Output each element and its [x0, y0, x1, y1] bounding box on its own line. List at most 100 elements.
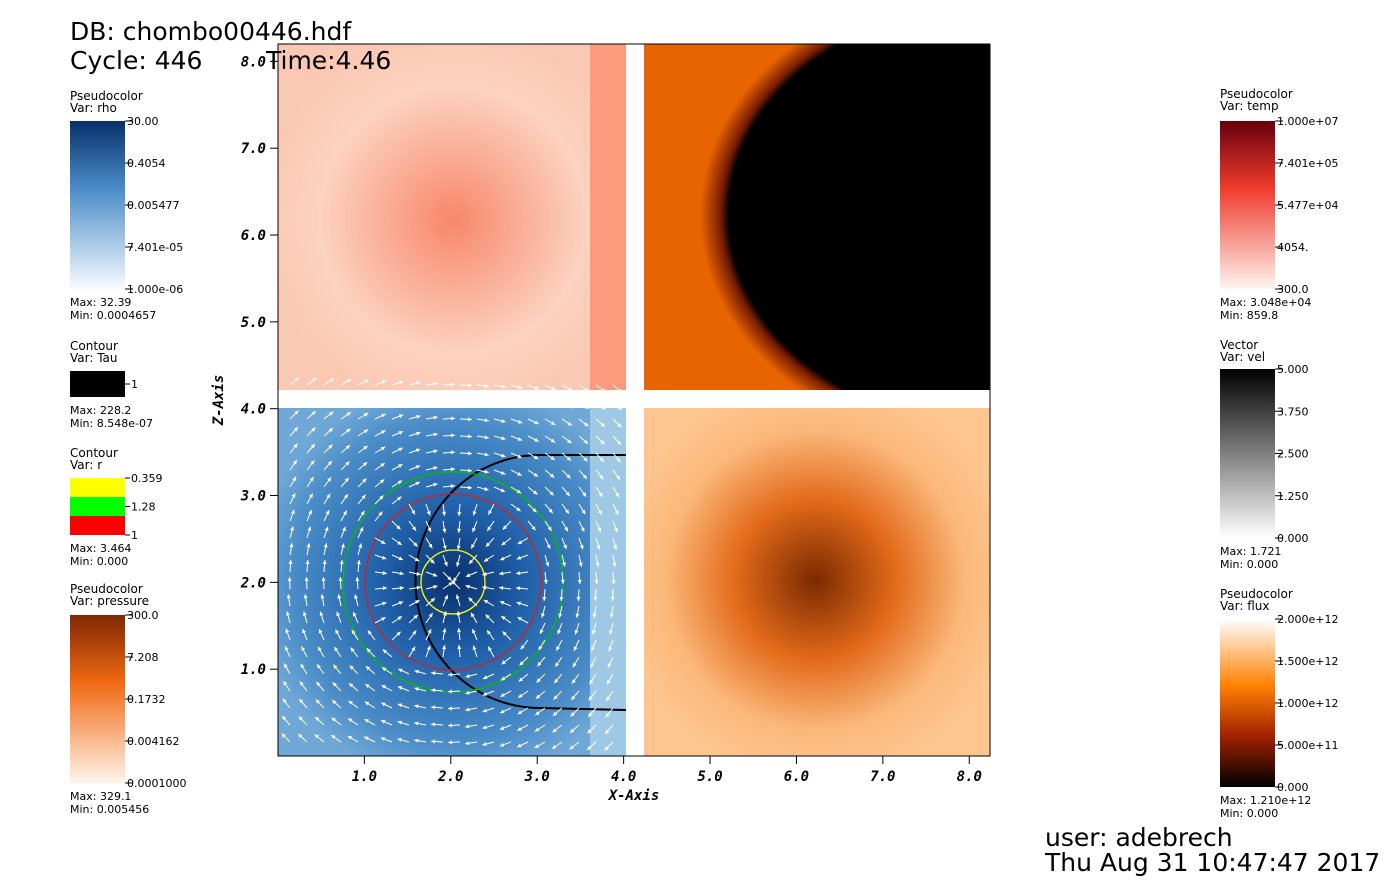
legend-swatch — [70, 371, 125, 397]
vector-head — [360, 510, 365, 516]
vector-head — [411, 509, 415, 515]
plot-frame — [277, 43, 991, 757]
vector-head — [448, 672, 453, 677]
vector-head — [516, 586, 521, 591]
vector-head — [467, 451, 472, 456]
x-tick-label: 5.0 — [697, 769, 722, 785]
vector-head — [469, 559, 474, 564]
vector-head — [352, 611, 357, 617]
vector-head — [281, 733, 286, 738]
vector-head — [519, 661, 524, 666]
vector-head — [582, 474, 587, 479]
legend-max: Max: 228.2 — [70, 404, 131, 417]
legend-max: Max: 1.721 — [1220, 545, 1281, 558]
legend-label: 5.477e+04 — [1277, 199, 1338, 212]
vector-head — [533, 490, 538, 495]
vector-head — [346, 428, 351, 433]
vector-head — [535, 711, 540, 716]
y-tick-label: 5.0 — [241, 315, 266, 331]
vector-head — [343, 494, 348, 499]
vector-head — [428, 612, 433, 618]
vector-head — [314, 734, 320, 739]
vector-head — [287, 577, 292, 582]
vector-head — [467, 434, 472, 439]
vector-head — [453, 577, 458, 582]
vector-head — [345, 461, 350, 466]
vector-head — [382, 571, 387, 576]
vector-head — [574, 629, 579, 635]
legend-label: 3.750 — [1277, 405, 1309, 418]
db-name: DB: chombo00446.hdf — [70, 17, 352, 46]
vector-head — [285, 628, 290, 634]
vector-head — [499, 586, 504, 591]
vector-head — [303, 594, 308, 599]
vector-head — [518, 677, 524, 682]
vector-head — [302, 611, 307, 616]
vector-head — [427, 629, 432, 634]
vector-head — [592, 613, 597, 618]
legend-kind: Pseudocolor — [70, 582, 143, 596]
vector-head — [347, 735, 353, 740]
vector-head — [442, 645, 447, 650]
vector-head — [310, 460, 315, 465]
vector-head — [379, 495, 384, 500]
vector-head — [501, 384, 506, 389]
vector-head — [431, 739, 436, 744]
vector-head — [499, 726, 505, 730]
vector-head — [328, 428, 333, 433]
x-tick-label: 6.0 — [784, 769, 809, 785]
vector-head — [597, 527, 601, 533]
vector-head — [535, 694, 541, 699]
vector-head — [364, 379, 369, 384]
vector-head — [380, 463, 385, 468]
legend-label: 7.401e-05 — [127, 241, 183, 254]
vector-head — [600, 422, 606, 427]
vector-head — [448, 706, 453, 711]
vector-head — [348, 718, 353, 723]
legend-max: Max: 32.39 — [70, 296, 131, 309]
vector-head — [318, 629, 323, 634]
vector-head — [328, 444, 333, 449]
vector-head — [532, 508, 537, 513]
vector-head — [517, 471, 522, 476]
vector-head — [457, 528, 462, 533]
vector-head — [465, 741, 470, 746]
vector-head — [610, 596, 615, 601]
vector-head — [381, 685, 386, 689]
vector-head — [467, 400, 472, 405]
x-tick-label: 8.0 — [957, 769, 982, 785]
vector-head — [616, 440, 622, 445]
vector-head — [472, 628, 476, 634]
vector-head — [411, 646, 416, 652]
vector-head — [397, 737, 402, 742]
quadrant-edge — [590, 408, 626, 756]
vector-head — [324, 526, 329, 532]
vector-head — [294, 393, 299, 399]
vector-head — [288, 560, 293, 565]
vector-head — [465, 707, 470, 712]
vector-head — [351, 629, 356, 635]
vector-head — [501, 660, 506, 665]
vector-head — [542, 596, 547, 601]
vector-head — [398, 601, 404, 605]
vector-head — [569, 745, 574, 750]
x-tick-label: 1.0 — [352, 769, 377, 785]
vector-head — [604, 746, 609, 751]
vector-head — [331, 717, 336, 722]
vector-head — [568, 387, 573, 391]
vector-head — [456, 611, 461, 616]
legend-label: 0.1732 — [127, 693, 166, 706]
vector-head — [286, 594, 291, 599]
vector-head — [501, 419, 506, 423]
vector-head — [396, 631, 401, 636]
legend-min: Min: 859.8 — [1220, 309, 1278, 322]
vector-head — [483, 599, 489, 604]
vector-head — [502, 631, 507, 636]
vector-head — [450, 416, 455, 421]
vector-head — [433, 432, 438, 437]
vector-head — [346, 395, 352, 400]
vector-head — [567, 421, 572, 426]
vector-head — [556, 646, 561, 651]
vector-head — [455, 594, 460, 599]
